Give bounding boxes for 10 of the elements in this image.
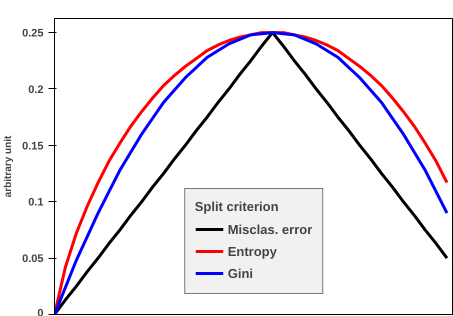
y-tick-label: 0.2	[28, 84, 44, 96]
legend-label: Misclas. error	[228, 222, 312, 236]
y-tick-label: 0.15	[22, 140, 44, 152]
y-axis-title: arbitrary unit	[3, 134, 14, 198]
legend-title: Split criterion	[194, 199, 280, 214]
legend-label: Entropy	[228, 244, 277, 258]
y-tick-label: 0.25	[22, 28, 44, 40]
legend-label: Gini	[228, 266, 254, 280]
y-tick-label: 0.1	[28, 196, 44, 209]
y-tick-label: 0.05	[22, 253, 44, 266]
